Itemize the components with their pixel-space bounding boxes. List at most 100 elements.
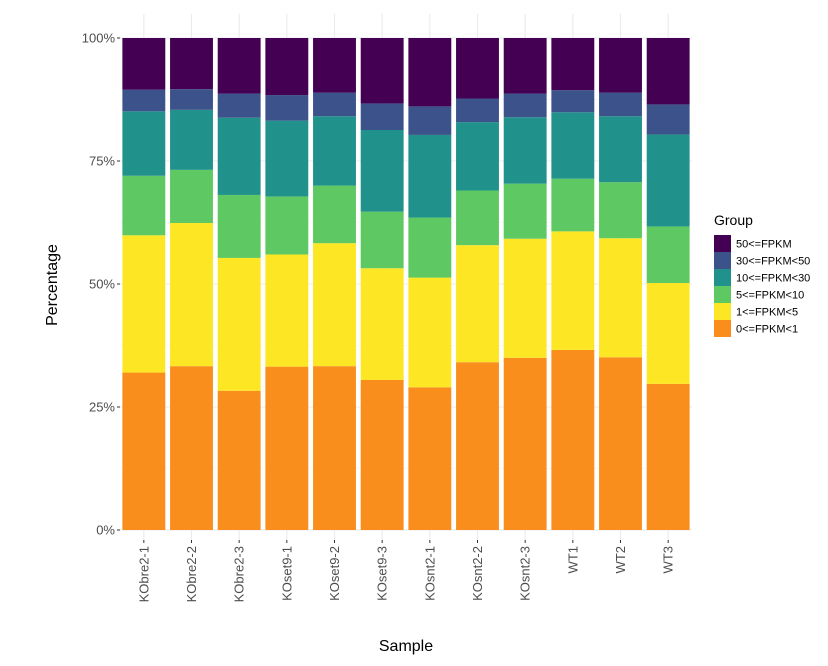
bar-segment [408, 38, 452, 107]
y-tick-label: 50% [89, 277, 115, 292]
bar-segment [265, 38, 309, 96]
bar-segment [360, 268, 404, 380]
bar-segment [313, 38, 356, 93]
x-tick-label: WT1 [565, 546, 580, 573]
legend-label: 0<=FPKM<1 [736, 324, 798, 336]
bar-segment [456, 245, 499, 363]
x-tick-label: KOsnt2-2 [470, 546, 485, 601]
x-tick-label: WT2 [613, 546, 628, 573]
legend-swatch [714, 286, 731, 303]
bar-segment [122, 175, 166, 236]
y-axis: 0% 25% 50% 75% 100% [82, 31, 120, 538]
bar-segment [170, 109, 213, 170]
bar-segment [646, 226, 690, 284]
bar-segment [170, 89, 213, 110]
x-tick-label: KOsnt2-3 [518, 546, 533, 601]
bar-segment [122, 111, 166, 176]
legend-swatch [714, 235, 731, 252]
bar-segment [646, 383, 690, 530]
bar-segment [551, 38, 595, 91]
bar-segment [456, 98, 499, 123]
bar-segment [122, 235, 166, 373]
bar-segment [360, 211, 404, 269]
bar-segment [313, 116, 356, 186]
bar-segment [265, 95, 309, 121]
x-tick-label: WT3 [661, 546, 676, 573]
bar-segment [599, 38, 642, 93]
bar-segment [217, 390, 261, 530]
bar-segment [408, 134, 452, 218]
bar-segment [456, 38, 499, 99]
bar-segment [599, 116, 642, 183]
bar-segment [170, 169, 213, 223]
legend-label: 50<=FPKM [736, 239, 792, 251]
x-tick-label: KObre2-3 [232, 546, 247, 602]
bar-segment [503, 93, 547, 118]
y-tick-label: 75% [89, 154, 115, 169]
legend-label: 10<=FPKM<30 [736, 273, 810, 285]
x-tick-label: KOset9-2 [327, 546, 342, 601]
bar-segment [313, 92, 356, 117]
legend: Group 50<=FPKM 30<=FPKM<50 10<=FPKM<30 5<=F… [714, 212, 810, 337]
x-tick-label: KObre2-1 [136, 546, 151, 602]
x-axis-title: Sample [379, 638, 433, 655]
bar-segment [646, 134, 690, 227]
bar-segment [408, 387, 452, 530]
bar-segment [503, 357, 547, 530]
legend-label: 5<=FPKM<10 [736, 290, 804, 302]
bar-segment [360, 130, 404, 212]
bar-segment [265, 254, 309, 367]
bar-segment [599, 357, 642, 530]
bar-segment [503, 183, 547, 239]
bar-segment [551, 231, 595, 350]
y-tick-label: 100% [82, 31, 116, 46]
x-tick-label: KOset9-1 [279, 546, 294, 601]
bar-segment [408, 217, 452, 278]
bar-segment [265, 120, 309, 197]
bar-segment [646, 283, 690, 384]
legend-swatch [714, 320, 731, 337]
bar-segment [313, 243, 356, 367]
y-tick-label: 0% [96, 523, 115, 538]
legend-label: 30<=FPKM<50 [736, 256, 810, 268]
bar-segment [360, 379, 404, 530]
bar-segment [503, 117, 547, 184]
bar-segment [456, 362, 499, 530]
bar-segment [646, 38, 690, 105]
y-axis-title: Percentage [44, 244, 61, 326]
legend-swatch [714, 252, 731, 269]
bar-segment [551, 349, 595, 530]
x-axis: KObre2-1 KObre2-2 KObre2-3 KOset9-1 KOset9-2… [136, 540, 676, 602]
bar-segment [599, 92, 642, 117]
y-tick-label: 25% [89, 400, 115, 415]
bar-segment [122, 89, 166, 112]
bar-segment [408, 106, 452, 135]
x-tick-label: KOsnt2-1 [422, 546, 437, 601]
bar-segment [646, 104, 690, 135]
bar-segment [408, 277, 452, 388]
bar-segment [217, 93, 261, 118]
bar-segment [360, 103, 404, 131]
bar-segment [503, 238, 547, 358]
bar-segment [217, 117, 261, 195]
x-tick-label: KObre2-2 [184, 546, 199, 602]
bar-segment [265, 366, 309, 530]
bar-segment [217, 257, 261, 391]
bar-segment [599, 238, 642, 358]
legend-swatch [714, 303, 731, 320]
bar-segment [170, 38, 213, 90]
bar-segment [360, 38, 404, 104]
bar-segment [265, 196, 309, 255]
bar-segment [313, 185, 356, 244]
legend-title: Group [714, 212, 753, 228]
bar-segment [122, 38, 166, 90]
bar-segment [170, 366, 213, 530]
bar-segment [313, 366, 356, 530]
bar-segment [503, 38, 547, 94]
bar-segment [551, 90, 595, 113]
bar-segment [456, 122, 499, 191]
bar-segment [217, 38, 261, 94]
bar-segment [551, 178, 595, 232]
